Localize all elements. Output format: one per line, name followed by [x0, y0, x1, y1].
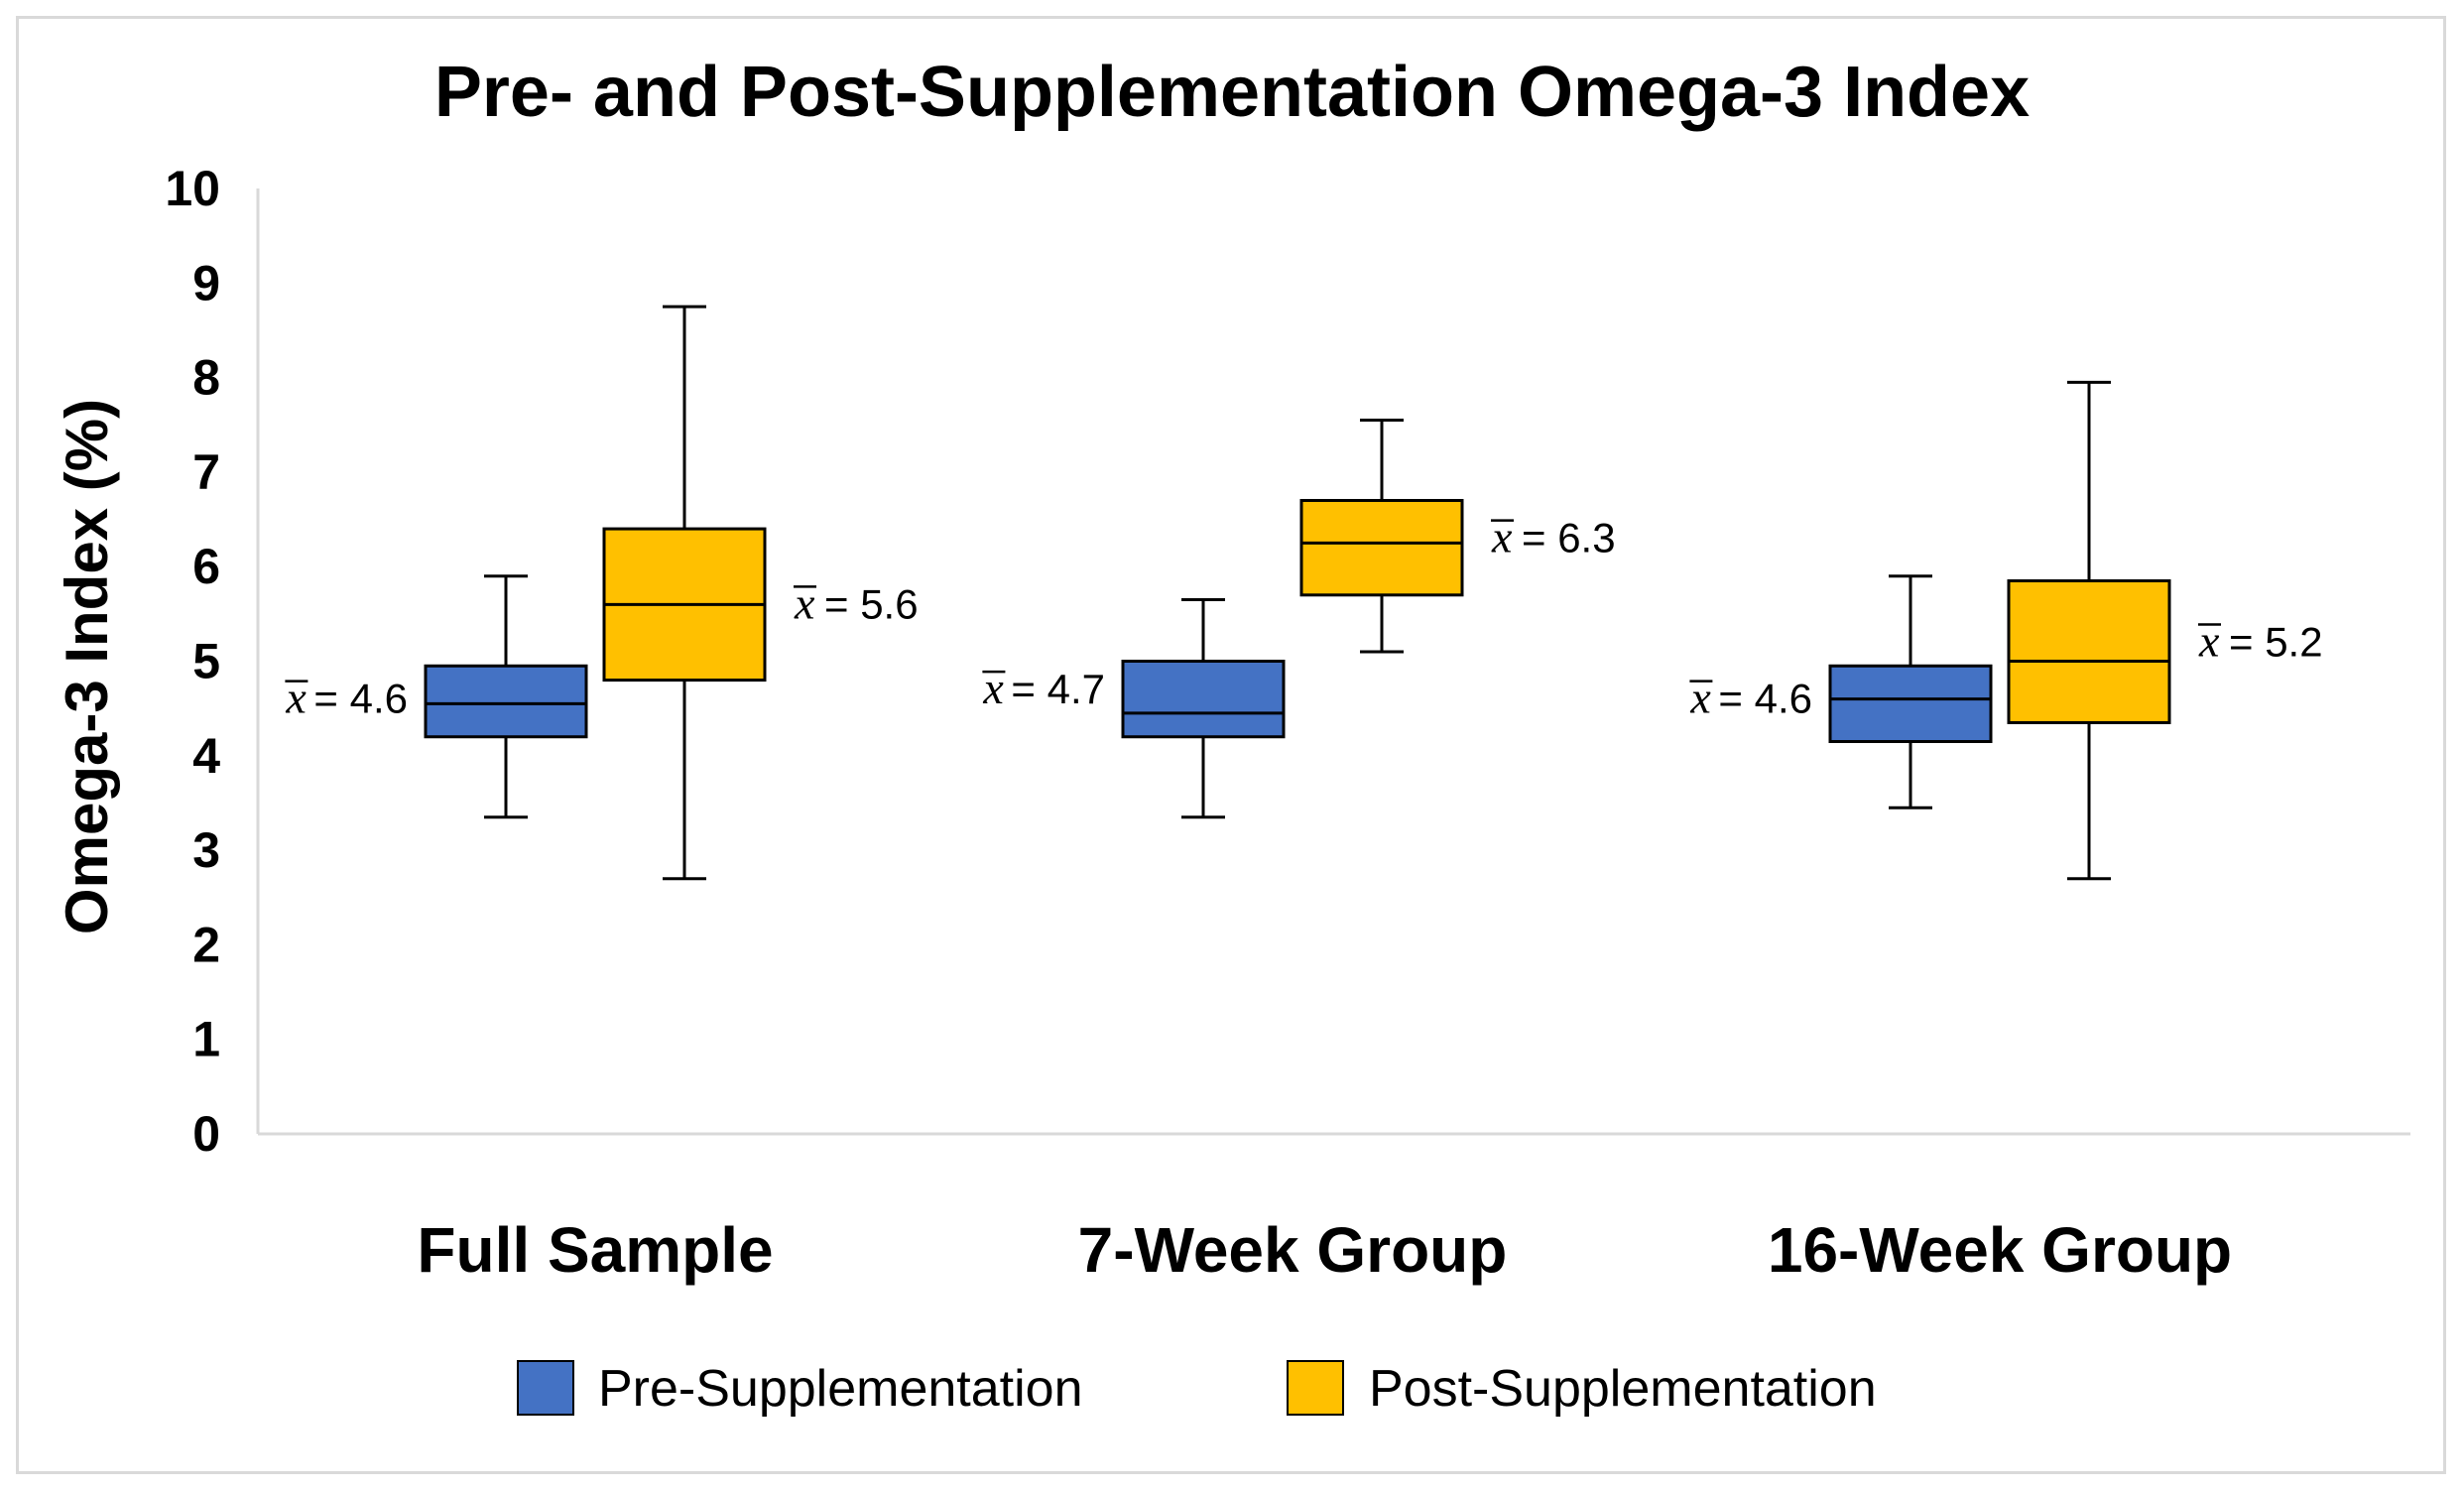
mean-symbol: x — [285, 673, 307, 723]
iqr-box — [1121, 660, 1286, 739]
category-label: 16-Week Group — [1768, 1214, 2232, 1286]
y-tick-label: 9 — [192, 255, 220, 311]
mean-symbol: x — [982, 663, 1004, 713]
legend-label: Pre-Supplementation — [598, 1360, 1083, 1418]
mean-symbol: x — [794, 577, 815, 628]
y-tick-label: 4 — [192, 728, 220, 784]
box-pre-1: = 4.7x — [982, 598, 1286, 819]
legend-label: Post-Supplementation — [1369, 1360, 1877, 1418]
box-pre-0: = 4.6x — [285, 574, 588, 819]
box-pre-2: = 4.6x — [1689, 574, 1993, 809]
mean-annotation: = 4.6x — [1689, 673, 1812, 723]
box-post-0: x = 5.6 — [602, 305, 919, 881]
category-label: Full Sample — [417, 1214, 773, 1286]
legend-swatch — [1287, 1360, 1344, 1416]
category-labels: Full Sample 7-Week Group 16-Week Group — [417, 1214, 2232, 1286]
y-tick-label: 2 — [192, 917, 220, 972]
chart-title: Pre- and Post-Supplementation Omega-3 In… — [434, 53, 2030, 132]
mean-symbol: x — [1689, 673, 1711, 723]
mean-annotation: = 4.7x — [982, 663, 1105, 713]
y-tick-label: 8 — [192, 350, 220, 406]
y-tick-label: 6 — [192, 539, 220, 594]
mean-value: = 6.3 — [1522, 515, 1616, 561]
box-post-2: x = 5.2 — [2007, 380, 2323, 881]
iqr-box — [1299, 498, 1464, 597]
mean-annotation: x = 6.3 — [1491, 512, 1616, 562]
legend-item-pre: Pre-Supplementation — [517, 1360, 1083, 1418]
mean-value: = 4.7 — [1011, 666, 1105, 712]
iqr-box — [1828, 664, 1993, 744]
y-tick-label: 3 — [192, 822, 220, 878]
mean-annotation: = 4.6x — [285, 673, 408, 723]
mean-value: = 5.2 — [2229, 618, 2323, 665]
legend-item-post: Post-Supplementation — [1287, 1360, 1877, 1418]
y-tick-label: 10 — [165, 161, 220, 216]
y-tick-label: 5 — [192, 634, 220, 689]
y-tick-label: 1 — [192, 1012, 220, 1067]
y-tick-label: 0 — [192, 1106, 220, 1162]
legend: Pre-Supplementation Post-Supplementation — [517, 1360, 1877, 1418]
y-tick-label: 7 — [192, 444, 220, 500]
mean-value: = 5.6 — [824, 580, 919, 627]
mean-symbol: x — [1491, 512, 1513, 562]
box-post-1: x = 6.3 — [1299, 418, 1616, 654]
mean-annotation: x = 5.2 — [2198, 615, 2323, 666]
mean-symbol: x — [2198, 615, 2220, 666]
iqr-box — [424, 664, 588, 739]
iqr-box — [2007, 578, 2171, 724]
legend-swatch — [517, 1360, 574, 1416]
box-plots: = 4.6x = 4.7x = 4.6xx = 5.6x = 6.3x = 5.2 — [285, 305, 2323, 881]
mean-annotation: x = 5.6 — [794, 577, 919, 628]
mean-value: = 4.6 — [1718, 676, 1812, 722]
chart-frame — [16, 16, 2446, 1474]
y-ticks: 0 1 2 3 4 5 6 7 8 9 10 — [165, 161, 220, 1162]
mean-value: = 4.6 — [313, 676, 408, 722]
y-axis-label: Omega-3 Index (%) — [54, 399, 120, 934]
category-label: 7-Week Group — [1078, 1214, 1508, 1286]
